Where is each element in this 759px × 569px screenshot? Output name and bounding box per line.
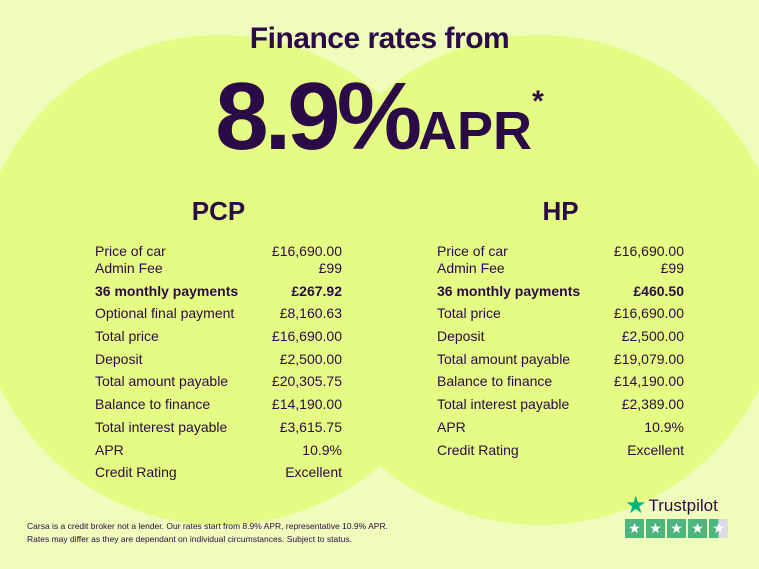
disclaimer: Carsa is a credit broker not a lender. O…	[27, 520, 388, 546]
row-value: £2,500.00	[279, 350, 342, 367]
table-row: Total amount payable £19,079.00	[437, 349, 684, 372]
row-value: £2,389.00	[621, 396, 684, 413]
row-label: Price of car	[437, 243, 508, 259]
row-label: APR	[95, 441, 124, 458]
star-icon: ★	[625, 519, 644, 538]
background-circle-right	[295, 35, 759, 525]
row-label: 36 monthly payments	[95, 282, 239, 299]
pcp-table: PCP Price of car £16,690.00 Admin Fee £99 36…	[95, 196, 342, 485]
row-label: Balance to finance	[95, 396, 211, 413]
table-row: Total amount payable £20,305.75	[95, 371, 342, 394]
trustpilot-label: Trustpilot	[648, 496, 718, 515]
table-row: APR 10.9%	[95, 440, 342, 463]
trustpilot-badge: ★ Trustpilot ★ ★ ★ ★ ★	[625, 492, 728, 538]
pcp-title: PCP	[191, 196, 246, 226]
row-value: £267.92	[291, 282, 342, 299]
table-row: Balance to finance £14,190.00	[437, 371, 684, 394]
row-value: 10.9%	[302, 441, 342, 458]
star-icon: ★	[688, 519, 707, 538]
table-row: Deposit £2,500.00	[95, 349, 342, 372]
row-value: £16,690.00	[271, 328, 342, 345]
table-row: APR 10.9%	[437, 417, 684, 440]
table-row: Balance to finance £14,190.00	[95, 394, 342, 417]
row-value: £460.50	[633, 282, 684, 299]
row-value: £14,190.00	[271, 396, 342, 413]
apr-label: APR	[418, 101, 533, 161]
table-row: Credit Rating Excellent	[95, 462, 342, 485]
trustpilot-rating: ★ ★ ★ ★ ★	[625, 519, 728, 538]
table-row: Admin Fee £99	[95, 258, 342, 281]
table-row: 36 monthly payments £267.92	[95, 281, 342, 304]
row-label: Admin Fee	[437, 260, 505, 276]
row-value: Excellent	[627, 441, 684, 458]
table-row: 36 monthly payments £460.50	[437, 281, 684, 304]
row-value: £20,305.75	[271, 373, 342, 390]
table-row: Price of car £16,690.00	[95, 241, 342, 259]
row-value: £2,500.00	[621, 328, 684, 345]
row-value: £99	[318, 260, 342, 276]
table-row: Price of car £16,690.00	[437, 241, 684, 259]
row-value: £16,690.00	[613, 305, 684, 322]
row-label: Total amount payable	[95, 373, 229, 390]
row-value: £3,615.75	[279, 418, 342, 435]
hp-title: HP	[542, 196, 579, 226]
row-label: Deposit	[95, 350, 143, 367]
row-label: Optional final payment	[95, 305, 235, 322]
apr-rate: 8.9%APR*	[0, 62, 759, 172]
row-label: Total price	[95, 328, 159, 345]
disclaimer-line: Rates may differ as they are dependant o…	[27, 534, 352, 544]
row-label: Credit Rating	[95, 464, 177, 481]
row-label: Credit Rating	[437, 441, 519, 458]
row-label: Total interest payable	[437, 396, 570, 413]
half-star-icon: ★	[709, 519, 728, 538]
row-label: Deposit	[437, 328, 485, 345]
row-label: 36 monthly payments	[437, 282, 581, 299]
row-value: £16,690.00	[613, 243, 684, 259]
table-row: Deposit £2,500.00	[437, 326, 684, 349]
row-value: Excellent	[285, 464, 342, 481]
asterisk: *	[532, 85, 544, 118]
rate-value: 8.9%	[215, 63, 422, 170]
row-value: £99	[660, 260, 684, 276]
disclaimer-line: Carsa is a credit broker not a lender. O…	[27, 521, 388, 531]
star-icon: ★	[646, 519, 665, 538]
row-label: Admin Fee	[95, 260, 163, 276]
headline: Finance rates from	[249, 22, 510, 55]
table-row: Total interest payable £2,389.00	[437, 394, 684, 417]
row-label: Total interest payable	[95, 418, 228, 435]
row-label: Price of car	[95, 243, 166, 259]
row-value: £8,160.63	[279, 305, 342, 322]
row-label: Total price	[437, 305, 501, 322]
row-label: Total amount payable	[437, 350, 571, 367]
row-value: 10.9%	[644, 418, 684, 435]
row-label: Balance to finance	[437, 373, 553, 390]
table-row: Admin Fee £99	[437, 258, 684, 281]
table-row: Total price £16,690.00	[95, 326, 342, 349]
row-value: £16,690.00	[271, 243, 342, 259]
hp-table: HP Price of car £16,690.00 Admin Fee £99 36 …	[437, 196, 684, 462]
table-row: Optional final payment £8,160.63	[95, 303, 342, 326]
table-row: Total interest payable £3,615.75	[95, 417, 342, 440]
row-value: £14,190.00	[613, 373, 684, 390]
row-label: APR	[437, 418, 466, 435]
row-value: £19,079.00	[613, 350, 684, 367]
star-icon: ★	[667, 519, 686, 538]
trustpilot-star-icon: ★	[625, 492, 647, 519]
table-row: Credit Rating Excellent	[437, 440, 684, 463]
table-row: Total price £16,690.00	[437, 303, 684, 326]
